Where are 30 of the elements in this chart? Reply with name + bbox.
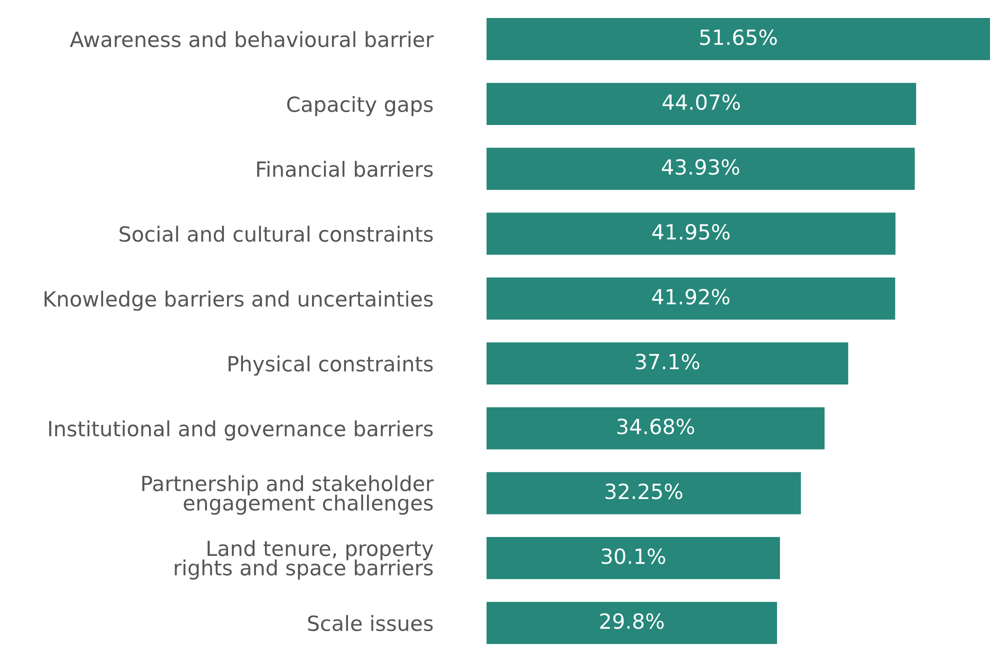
bar xyxy=(486,277,896,320)
bar xyxy=(486,472,801,514)
data-label: 41.95% xyxy=(652,224,730,240)
data-label: 32.25% xyxy=(606,483,682,500)
y-tick-label: Land tenure, property rights and space barriers xyxy=(174,540,434,580)
data-label: 30.1% xyxy=(602,548,666,564)
y-tick-label: Institutional and governance barriers xyxy=(49,420,433,441)
y-tick-label: Knowledge barriers and uncertainties xyxy=(44,290,433,311)
y-tick-label: Awareness and behavioural barrier xyxy=(70,31,434,48)
bar xyxy=(486,18,990,60)
y-tick-label: Social and cultural constraints xyxy=(120,226,433,242)
y-tick-label: Scale issues xyxy=(308,615,433,632)
data-label: 44.07% xyxy=(662,94,740,110)
y-tick-label: Capacity gaps xyxy=(287,96,433,116)
data-label: 43.93% xyxy=(662,159,740,175)
y-tick-label: Physical constraints xyxy=(228,356,433,376)
y-tick-label: Financial barriers xyxy=(257,160,433,178)
data-label: 51.65% xyxy=(700,29,777,46)
data-label: 34.68% xyxy=(617,418,694,434)
bar xyxy=(486,148,915,190)
data-label: 37.1% xyxy=(636,354,700,370)
bar xyxy=(486,342,848,385)
y-tick-label: Partnership and stakeholder engagement challenges xyxy=(142,475,434,515)
bar xyxy=(486,407,825,450)
data-label: 29.8% xyxy=(600,613,664,629)
bar xyxy=(486,536,780,580)
bar xyxy=(486,602,778,644)
bar xyxy=(486,212,896,255)
bar xyxy=(486,82,916,126)
data-label: 41.92% xyxy=(652,288,730,305)
